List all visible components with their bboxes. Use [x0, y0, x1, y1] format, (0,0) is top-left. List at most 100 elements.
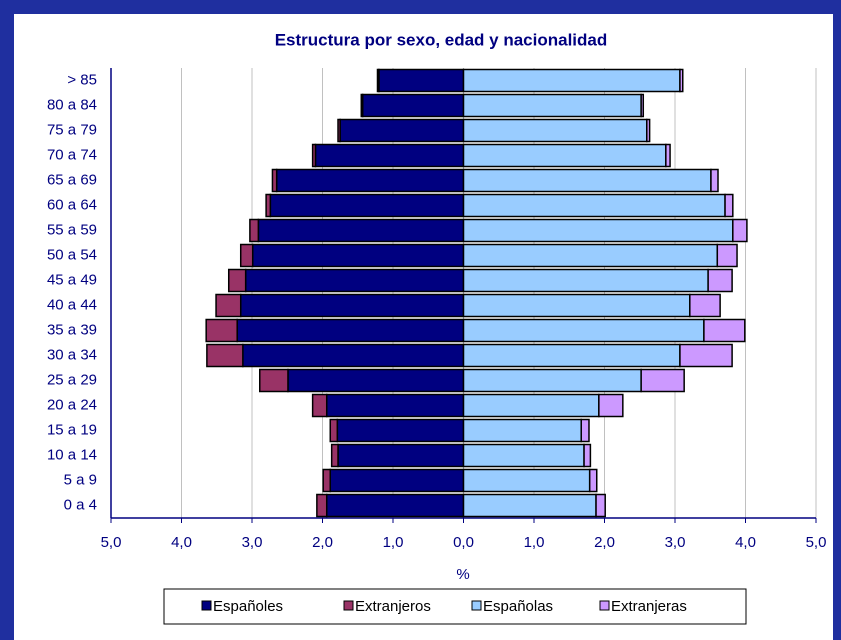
- bar: [462, 368, 642, 393]
- x-tick-label: 4,0: [735, 534, 756, 551]
- x-tick-label: 0,0: [453, 534, 474, 551]
- bar: [703, 318, 746, 343]
- bar: [311, 393, 328, 418]
- y-tick-label: 30 a 34: [47, 346, 97, 363]
- y-tick-label: 50 a 54: [47, 246, 97, 263]
- bar: [275, 168, 465, 193]
- y-tick-label: 0 a 4: [64, 496, 97, 513]
- bar: [689, 293, 721, 318]
- bar: [716, 243, 738, 268]
- y-tick-label: 35 a 39: [47, 321, 97, 338]
- bar: [462, 68, 681, 93]
- legend-swatch: [201, 600, 212, 611]
- bar: [378, 68, 465, 93]
- bar: [640, 93, 645, 118]
- bar: [337, 443, 465, 468]
- bar: [336, 418, 465, 443]
- bar: [244, 268, 465, 293]
- bar: [462, 468, 591, 493]
- bar: [361, 93, 465, 118]
- bar: [330, 443, 339, 468]
- bar: [249, 218, 260, 243]
- x-tick-label: 2,0: [312, 534, 333, 551]
- x-tick-label: 3,0: [665, 534, 686, 551]
- bar: [679, 343, 733, 368]
- bar: [329, 468, 465, 493]
- bar: [314, 143, 465, 168]
- bar: [665, 143, 671, 168]
- bar: [251, 243, 465, 268]
- bar: [462, 268, 709, 293]
- bar: [239, 243, 254, 268]
- y-tick-label: 25 a 29: [47, 371, 97, 388]
- legend-label: Españoles: [213, 598, 283, 615]
- bar: [679, 68, 684, 93]
- bar: [640, 368, 685, 393]
- bar: [462, 293, 691, 318]
- bar: [595, 493, 606, 518]
- bar: [462, 393, 600, 418]
- bar: [462, 443, 585, 468]
- bar: [287, 368, 465, 393]
- x-tick-label: 4,0: [171, 534, 192, 551]
- bar: [598, 393, 624, 418]
- bar: [462, 493, 597, 518]
- bar: [322, 468, 332, 493]
- bar: [236, 318, 465, 343]
- bar: [325, 493, 465, 518]
- y-tick-label: 65 a 69: [47, 171, 97, 188]
- bar: [339, 118, 465, 143]
- bar: [580, 418, 590, 443]
- x-tick-label: 5,0: [806, 534, 827, 551]
- bar: [257, 218, 465, 243]
- y-tick-label: 55 a 59: [47, 221, 97, 238]
- bar: [376, 68, 380, 93]
- bar: [462, 218, 734, 243]
- y-tick-label: 10 a 14: [47, 446, 97, 463]
- y-tick-label: 75 a 79: [47, 121, 97, 138]
- legend-label: Extranjeras: [611, 598, 687, 615]
- bar: [271, 168, 278, 193]
- bar: [462, 418, 582, 443]
- bar: [239, 293, 465, 318]
- y-tick-label: 80 a 84: [47, 96, 97, 113]
- bar: [462, 118, 648, 143]
- x-tick-label: 2,0: [594, 534, 615, 551]
- bar: [462, 318, 705, 343]
- bar: [462, 143, 667, 168]
- bar: [732, 218, 748, 243]
- legend: [163, 588, 747, 625]
- y-tick-label: 70 a 74: [47, 146, 97, 163]
- y-tick-label: 5 a 9: [64, 471, 97, 488]
- y-tick-label: 45 a 49: [47, 271, 97, 288]
- x-tick-label: 1,0: [524, 534, 545, 551]
- bar: [462, 193, 726, 218]
- x-axis-label: %: [456, 566, 469, 583]
- x-tick-label: 5,0: [101, 534, 122, 551]
- legend-swatch: [343, 600, 354, 611]
- bar: [724, 193, 734, 218]
- x-tick-label: 1,0: [383, 534, 404, 551]
- bar: [646, 118, 651, 143]
- bar: [227, 268, 247, 293]
- bar: [462, 93, 642, 118]
- bar: [462, 168, 712, 193]
- bar: [311, 143, 317, 168]
- chart-title: Estructura por sexo, edad y nacionalidad: [275, 30, 608, 49]
- bar: [710, 168, 719, 193]
- y-tick-label: 60 a 64: [47, 196, 97, 213]
- bar: [360, 93, 364, 118]
- bar: [588, 468, 598, 493]
- bar: [707, 268, 733, 293]
- y-tick-label: 20 a 24: [47, 396, 97, 413]
- legend-label: Españolas: [483, 598, 553, 615]
- bar: [462, 343, 681, 368]
- bar: [329, 418, 339, 443]
- y-tick-label: > 85: [67, 71, 97, 88]
- legend-swatch: [471, 600, 482, 611]
- bar: [325, 393, 465, 418]
- bar: [583, 443, 592, 468]
- x-tick-label: 3,0: [242, 534, 263, 551]
- legend-swatch: [599, 600, 610, 611]
